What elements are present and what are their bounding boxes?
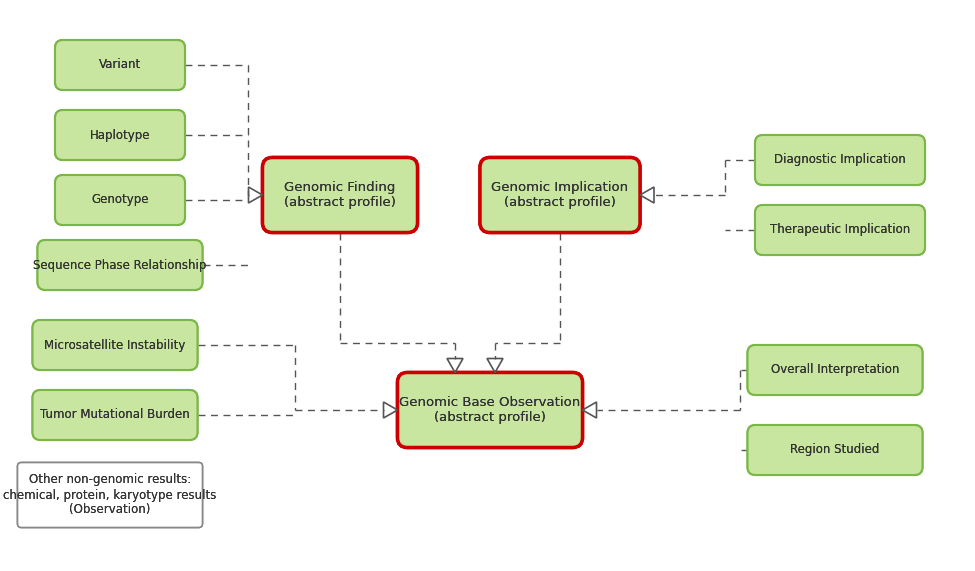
- Text: Genomic Base Observation
(abstract profile): Genomic Base Observation (abstract profi…: [400, 396, 581, 424]
- FancyBboxPatch shape: [18, 463, 203, 528]
- Text: Region Studied: Region Studied: [791, 444, 879, 456]
- Text: Genotype: Genotype: [92, 194, 149, 207]
- Text: Therapeutic Implication: Therapeutic Implication: [770, 223, 910, 236]
- Text: Genomic Implication
(abstract profile): Genomic Implication (abstract profile): [491, 181, 629, 209]
- Text: Sequence Phase Relationship: Sequence Phase Relationship: [33, 259, 207, 271]
- FancyBboxPatch shape: [755, 135, 925, 185]
- Text: Other non-genomic results:
chemical, protein, karyotype results
(Observation): Other non-genomic results: chemical, pro…: [3, 473, 216, 517]
- Text: Therapeutic Implication: Therapeutic Implication: [770, 223, 910, 236]
- FancyBboxPatch shape: [748, 425, 922, 475]
- FancyBboxPatch shape: [755, 205, 925, 255]
- Text: Haplotype: Haplotype: [90, 128, 150, 142]
- FancyBboxPatch shape: [32, 390, 198, 440]
- FancyBboxPatch shape: [398, 372, 582, 448]
- FancyBboxPatch shape: [398, 372, 582, 448]
- FancyBboxPatch shape: [748, 425, 922, 475]
- FancyBboxPatch shape: [55, 110, 185, 160]
- Text: Sequence Phase Relationship: Sequence Phase Relationship: [33, 259, 207, 271]
- FancyBboxPatch shape: [55, 40, 185, 90]
- Text: Overall Interpretation: Overall Interpretation: [771, 364, 899, 376]
- FancyBboxPatch shape: [480, 158, 640, 232]
- Text: Microsatellite Instability: Microsatellite Instability: [44, 339, 185, 352]
- FancyBboxPatch shape: [755, 135, 925, 185]
- Text: Genomic Implication
(abstract profile): Genomic Implication (abstract profile): [491, 181, 629, 209]
- Text: Diagnostic Implication: Diagnostic Implication: [774, 154, 906, 167]
- Text: Genomic Base Observation
(abstract profile): Genomic Base Observation (abstract profi…: [400, 396, 581, 424]
- Text: Overall Interpretation: Overall Interpretation: [771, 364, 899, 376]
- FancyBboxPatch shape: [18, 463, 203, 528]
- FancyBboxPatch shape: [480, 158, 640, 232]
- Text: Microsatellite Instability: Microsatellite Instability: [44, 339, 185, 352]
- Text: Genomic Finding
(abstract profile): Genomic Finding (abstract profile): [284, 181, 396, 209]
- FancyBboxPatch shape: [262, 158, 417, 232]
- Text: Genotype: Genotype: [92, 194, 149, 207]
- Text: Tumor Mutational Burden: Tumor Mutational Burden: [40, 408, 190, 421]
- FancyBboxPatch shape: [37, 240, 203, 290]
- FancyBboxPatch shape: [32, 390, 198, 440]
- FancyBboxPatch shape: [55, 40, 185, 90]
- FancyBboxPatch shape: [37, 240, 203, 290]
- Text: Genomic Finding
(abstract profile): Genomic Finding (abstract profile): [284, 181, 396, 209]
- FancyBboxPatch shape: [55, 175, 185, 225]
- FancyBboxPatch shape: [55, 175, 185, 225]
- Text: Variant: Variant: [98, 58, 141, 71]
- FancyBboxPatch shape: [55, 110, 185, 160]
- FancyBboxPatch shape: [262, 158, 417, 232]
- Text: Diagnostic Implication: Diagnostic Implication: [774, 154, 906, 167]
- FancyBboxPatch shape: [748, 345, 922, 395]
- FancyBboxPatch shape: [32, 320, 198, 370]
- Text: Variant: Variant: [98, 58, 141, 71]
- FancyBboxPatch shape: [748, 345, 922, 395]
- FancyBboxPatch shape: [755, 205, 925, 255]
- Text: Other non-genomic results:
chemical, protein, karyotype results
(Observation): Other non-genomic results: chemical, pro…: [3, 473, 216, 517]
- Text: Haplotype: Haplotype: [90, 128, 150, 142]
- FancyBboxPatch shape: [32, 320, 198, 370]
- Text: Tumor Mutational Burden: Tumor Mutational Burden: [40, 408, 190, 421]
- Text: Region Studied: Region Studied: [791, 444, 879, 456]
